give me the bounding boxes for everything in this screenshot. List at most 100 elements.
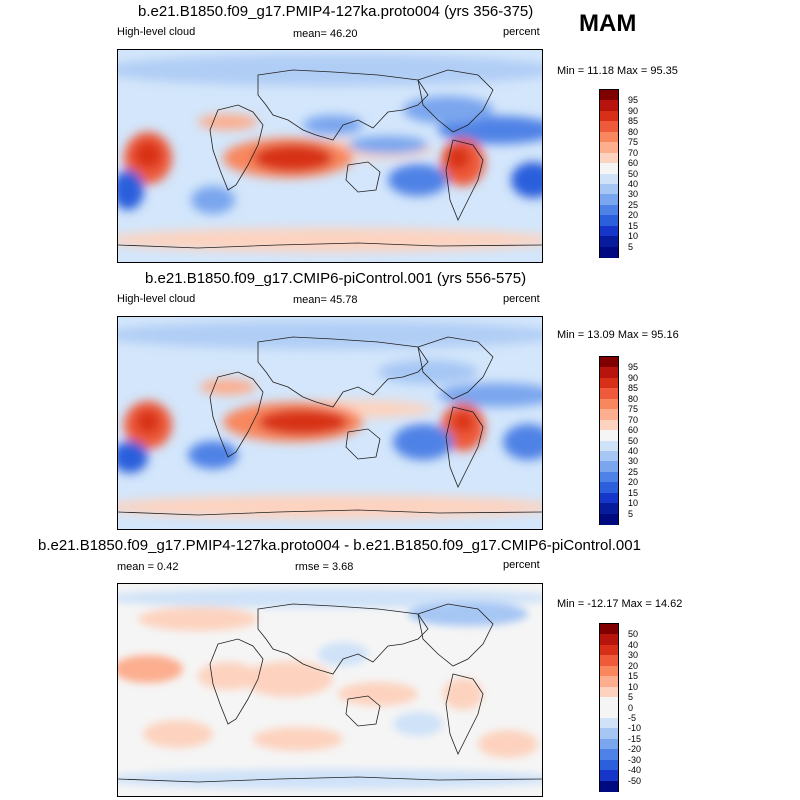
colorbar-2-label: 60 (628, 425, 639, 436)
colorbar-2-swatch (600, 398, 618, 410)
panel-3-rmse-label: rmse = 3.68 (295, 561, 354, 573)
colorbar-3-label: -5 (628, 712, 637, 723)
colorbar-3-swatch (600, 759, 618, 771)
colorbar-3-label: 10 (628, 681, 639, 692)
colorbar-1-swatch (600, 225, 618, 237)
colorbar-3-label: 50 (628, 629, 639, 640)
colorbar-3-swatch (600, 770, 618, 782)
colorbar-3-swatch (600, 634, 618, 646)
colorbar-2-label: 30 (628, 456, 639, 467)
colorbar-3-swatch (600, 780, 618, 792)
colorbar-3-swatch (600, 665, 618, 677)
colorbar-2-swatch (600, 461, 618, 473)
colorbar-2-swatch (600, 471, 618, 483)
colorbar-2-swatch (600, 367, 618, 379)
colorbar-3-swatch (600, 707, 618, 719)
colorbar-1-swatch (600, 194, 618, 206)
panel-3-minmax: Min = -12.17 Max = 14.62 (557, 598, 683, 610)
colorbar-2-label: 90 (628, 372, 639, 383)
colorbar-2-swatch (600, 503, 618, 515)
colorbar-2-label: 15 (628, 487, 639, 498)
colorbar-3-swatch (600, 686, 618, 698)
panel-1-variable-label: High-level cloud (117, 26, 196, 38)
colorbar-1-label: 75 (628, 137, 639, 148)
colorbar-2-swatch (600, 409, 618, 421)
colorbar-1-swatch (600, 142, 618, 154)
colorbar-2-swatch (600, 357, 618, 368)
colorbar-2-label: 95 (628, 362, 639, 373)
colorbar-2-label: 80 (628, 393, 639, 404)
colorbar-1-label: 10 (628, 231, 639, 242)
colorbar-1-swatch (600, 90, 618, 101)
colorbar-1-label: 25 (628, 199, 639, 210)
panel-1-map (117, 49, 543, 263)
colorbar-2-label: 50 (628, 435, 639, 446)
colorbar-1-label: 80 (628, 126, 639, 137)
colorbar-3-label: -40 (628, 765, 642, 776)
colorbar-3-label: 20 (628, 660, 639, 671)
panel-1-minmax: Min = 11.18 Max = 95.35 (557, 65, 678, 77)
colorbar-2-label: 10 (628, 498, 639, 509)
panel-3-title: b.e21.B1850.f09_g17.PMIP4-127ka.proto004… (38, 537, 641, 554)
panel-2-minmax: Min = 13.09 Max = 95.16 (557, 329, 679, 341)
panel-2-variable-label: High-level cloud (117, 293, 196, 305)
colorbar-1-label: 95 (628, 95, 639, 106)
panel-1-colorbar: 95 90 85 80 75 70 60 50 40 30 25 20 15 10 5 (599, 89, 638, 258)
colorbar-2-swatch (600, 482, 618, 494)
colorbar-2-swatch (600, 430, 618, 441)
colorbar-1-swatch (600, 131, 618, 143)
colorbar-3-label: -30 (628, 754, 642, 765)
colorbar-2-label: 40 (628, 445, 639, 456)
colorbar-1-swatch (600, 100, 618, 112)
colorbar-2-label: 20 (628, 477, 639, 488)
colorbar-3-swatch (600, 624, 618, 635)
colorbar-2-label: 25 (628, 466, 639, 477)
colorbar-1-swatch (600, 183, 618, 195)
colorbar-1-swatch (600, 152, 618, 164)
colorbar-1-label: 5 (628, 241, 634, 252)
colorbar-1-label: 30 (628, 189, 639, 200)
season-label: MAM (579, 10, 637, 37)
colorbar-1-label: 60 (628, 158, 639, 169)
colorbar-1-label: 85 (628, 116, 639, 127)
colorbar-1-label: 40 (628, 178, 639, 189)
colorbar-2-swatch (600, 513, 618, 525)
colorbar-3-swatch (600, 644, 618, 656)
panel-3-colorbar: 50 40 30 20 15 10 5 0 -5 -10 -15 -20 -30 -40 -50 (599, 623, 641, 792)
panel-2-units-label: percent (503, 293, 540, 305)
panel-1-mean-label: mean= 46.20 (293, 28, 358, 40)
panel-2-mean-label: mean= 45.78 (293, 294, 358, 306)
colorbar-2-label: 75 (628, 404, 639, 415)
panel-1-units-label: percent (503, 26, 540, 38)
colorbar-2-swatch (600, 450, 618, 462)
panel-2-map (117, 316, 543, 530)
coastlines (118, 603, 542, 783)
colorbar-3-swatch (600, 697, 618, 708)
colorbar-2-label: 85 (628, 383, 639, 394)
colorbar-2-swatch (600, 377, 618, 389)
colorbar-3-label: 30 (628, 650, 639, 661)
colorbar-1-swatch (600, 163, 618, 174)
colorbar-1-label: 50 (628, 168, 639, 179)
colorbar-1-swatch (600, 173, 618, 185)
colorbar-3-label: -10 (628, 723, 642, 734)
panel-3-map (117, 583, 543, 797)
colorbar-2-label: 5 (628, 508, 634, 519)
colorbar-3-label: 40 (628, 639, 639, 650)
colorbar-3-swatch (600, 749, 618, 761)
colorbar-2-label: 70 (628, 414, 639, 425)
colorbar-2-swatch (600, 388, 618, 400)
colorbar-2-swatch (600, 440, 618, 452)
panel-2-colorbar: 95 90 85 80 75 70 60 50 40 30 25 20 15 10 5 (599, 356, 638, 525)
panel-1-title: b.e21.B1850.f09_g17.PMIP4-127ka.proto004… (138, 3, 534, 20)
panel-3-mean-label: mean = 0.42 (117, 561, 179, 573)
colorbar-3-label: -20 (628, 744, 642, 755)
panel-3-units-label: percent (503, 559, 540, 571)
colorbar-3-swatch (600, 728, 618, 740)
colorbar-1-swatch (600, 204, 618, 216)
colorbar-3-swatch (600, 676, 618, 688)
colorbar-3-label: -15 (628, 733, 642, 744)
colorbar-3-swatch (600, 738, 618, 750)
colorbar-3-swatch (600, 655, 618, 667)
colorbar-1-label: 20 (628, 210, 639, 221)
